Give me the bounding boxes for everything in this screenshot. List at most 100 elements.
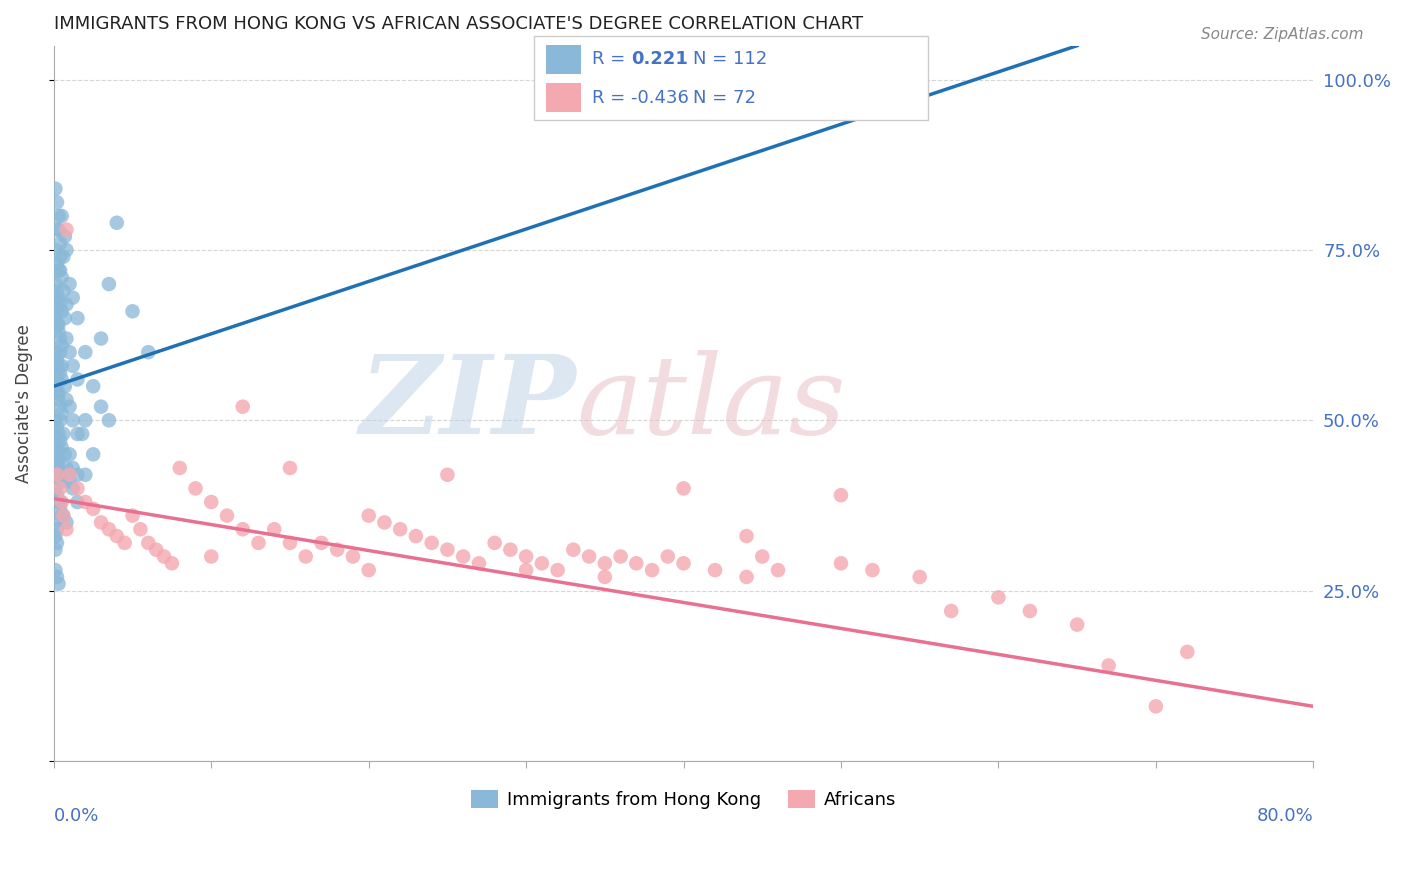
Point [75,467,97,482]
Point [90,516,112,530]
Point [90,332,112,346]
Point [48,461,70,475]
Point [58,475,80,489]
Point [1144,699,1167,714]
Point [593,557,616,571]
Point [90,400,112,414]
Point [55,332,77,346]
Point [160,557,183,571]
Point [53,447,76,461]
Point [46,488,69,502]
Point [44,542,66,557]
Point [44,413,66,427]
Point [153,549,176,564]
Point [46,351,69,366]
Point [48,359,70,373]
Point [44,277,66,291]
Text: atlas: atlas [576,350,846,457]
Point [46,570,69,584]
Point [766,563,789,577]
Point [436,542,458,557]
Text: N = 112: N = 112 [693,51,768,69]
Point [82,447,104,461]
Point [66,426,89,441]
Point [48,222,70,236]
Point [66,495,89,509]
Point [46,441,69,455]
Point [82,379,104,393]
Point [51,508,73,523]
Point [263,522,285,536]
Point [51,359,73,373]
Point [357,563,380,577]
Point [46,222,69,236]
Point [44,311,66,326]
Point [52,250,75,264]
Point [70,426,93,441]
Point [247,536,270,550]
Point [49,501,72,516]
Point [357,508,380,523]
Point [51,372,73,386]
Point [48,291,70,305]
Point [49,482,72,496]
Point [53,229,76,244]
Text: Source: ZipAtlas.com: Source: ZipAtlas.com [1201,27,1364,42]
Point [46,522,69,536]
Point [62,413,84,427]
Legend: Immigrants from Hong Kong, Africans: Immigrants from Hong Kong, Africans [464,782,904,816]
Point [373,516,395,530]
Point [515,563,537,577]
Point [593,570,616,584]
Text: IMMIGRANTS FROM HONG KONG VS AFRICAN ASSOCIATE'S DEGREE CORRELATION CHART: IMMIGRANTS FROM HONG KONG VS AFRICAN ASS… [53,15,863,33]
Point [46,195,69,210]
Point [48,426,70,441]
Point [105,216,128,230]
Point [97,277,120,291]
Point [48,392,70,407]
Point [48,495,70,509]
Point [55,392,77,407]
Point [51,441,73,455]
Point [46,420,69,434]
Point [49,345,72,359]
Point [278,536,301,550]
Point [169,461,191,475]
Point [49,297,72,311]
Point [49,467,72,482]
Point [52,508,75,523]
Point [51,338,73,352]
Point [48,325,70,339]
Point [75,345,97,359]
Point [55,461,77,475]
Point [44,291,66,305]
Point [48,263,70,277]
Text: R =: R = [592,51,631,69]
Point [58,467,80,482]
Point [66,311,89,326]
Point [49,250,72,264]
Point [405,529,427,543]
Point [672,482,695,496]
Point [66,467,89,482]
Point [49,332,72,346]
Point [735,570,758,584]
Point [1066,617,1088,632]
Point [105,529,128,543]
Point [232,400,254,414]
Point [704,563,727,577]
Point [184,482,207,496]
Point [49,495,72,509]
Point [547,563,569,577]
Point [215,508,238,523]
Point [342,549,364,564]
Point [530,557,553,571]
Point [46,386,69,401]
Point [53,379,76,393]
Point [830,557,852,571]
Point [51,209,73,223]
Point [52,508,75,523]
Point [609,549,631,564]
Text: ZIP: ZIP [360,350,576,457]
Point [121,508,143,523]
